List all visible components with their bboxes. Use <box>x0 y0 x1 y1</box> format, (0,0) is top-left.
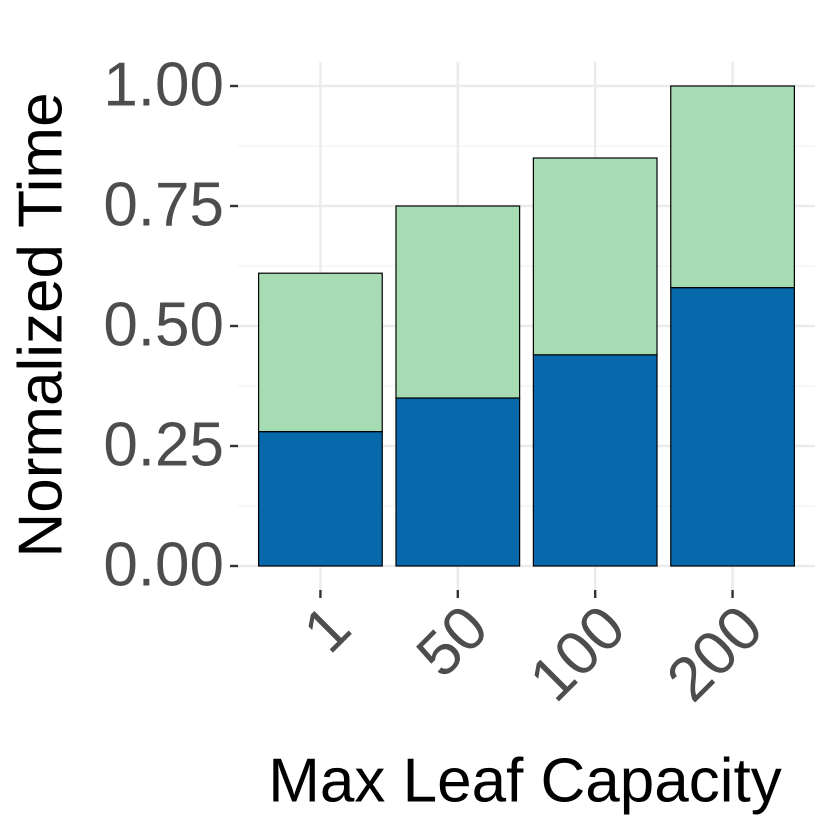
y-tick-label: 0.50 <box>103 290 224 359</box>
y-tick-label: 0.25 <box>103 410 224 479</box>
bar <box>395 205 521 399</box>
x-tick-label: 100 <box>517 593 639 715</box>
bar <box>258 431 383 567</box>
bar <box>395 397 521 567</box>
x-tick-label: 200 <box>654 593 776 715</box>
x-axis-title: Max Leaf Capacity <box>268 746 781 815</box>
y-tick-label: 0.75 <box>103 170 224 239</box>
x-tick-label: 50 <box>404 593 502 691</box>
x-tick-label: 1 <box>291 593 364 666</box>
y-axis-title: Normalized Time <box>6 92 75 557</box>
bar <box>670 85 795 289</box>
bar <box>670 287 795 567</box>
y-tick-label: 1.00 <box>103 50 224 119</box>
bar <box>532 354 658 567</box>
bar <box>532 157 658 356</box>
y-tick-label: 0.00 <box>103 530 224 599</box>
bar <box>258 272 383 433</box>
